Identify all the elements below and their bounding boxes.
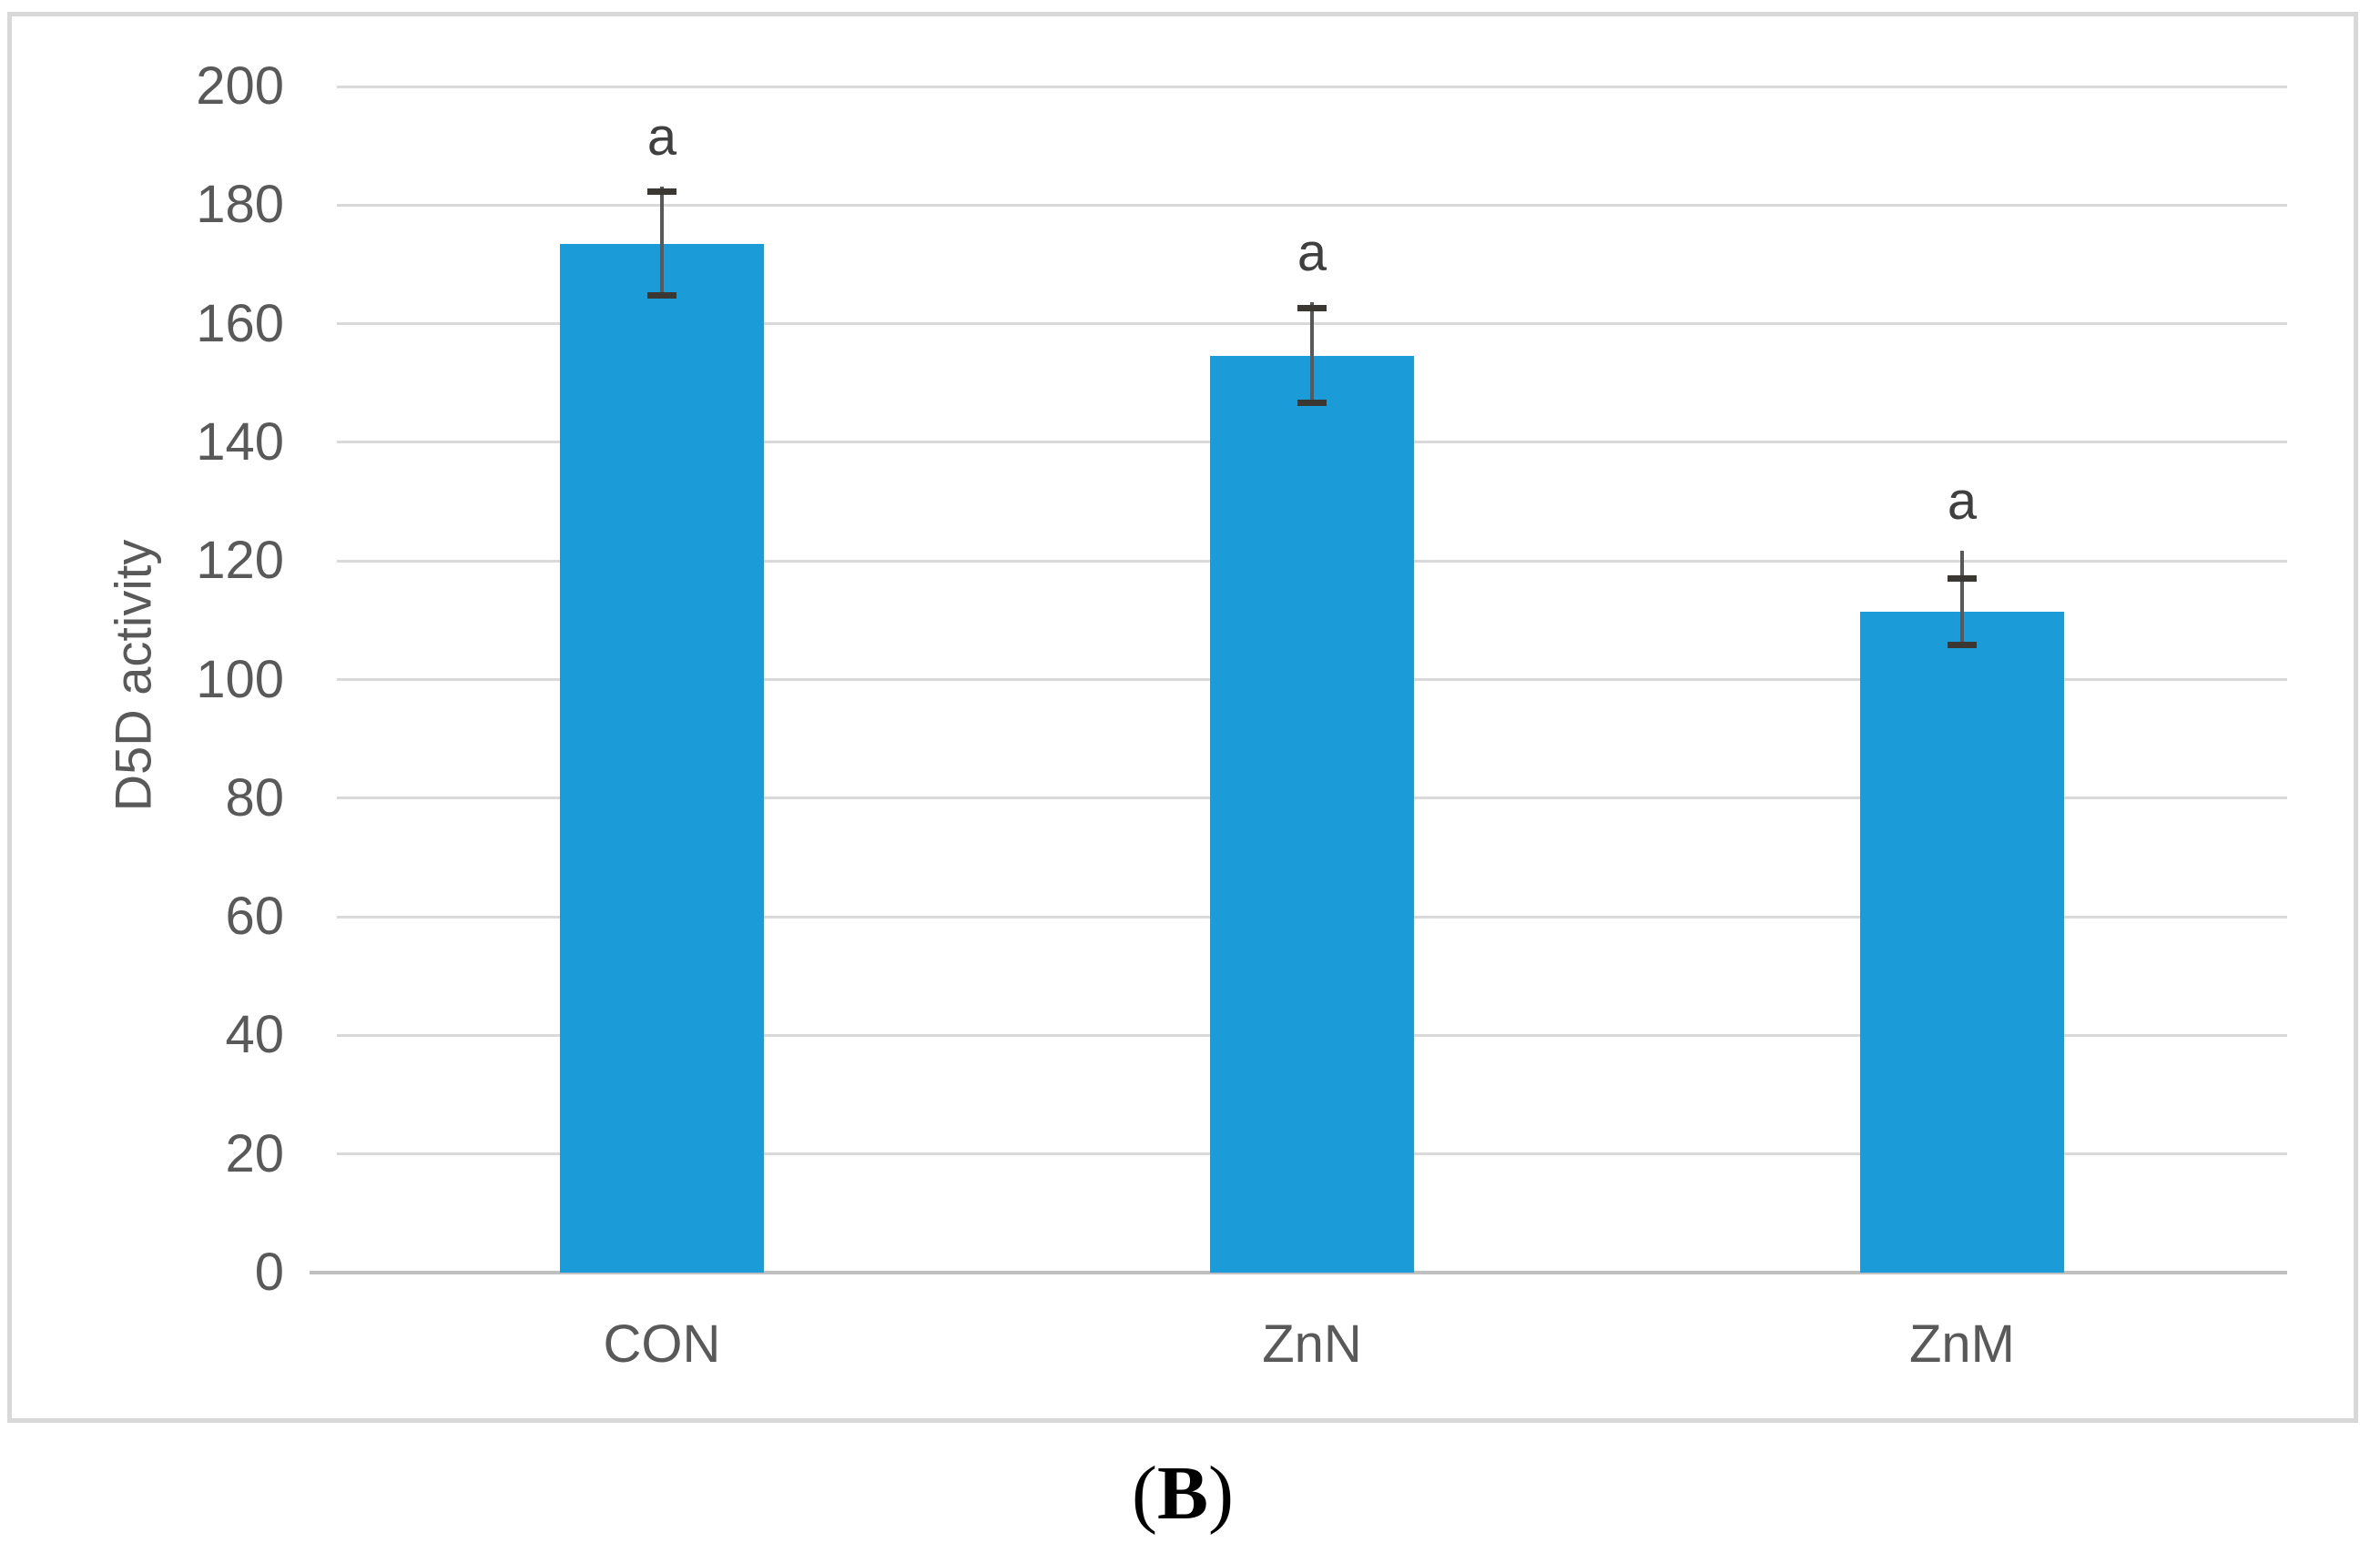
y-axis-tick-label: 180	[196, 175, 284, 235]
significance-letter: a	[646, 107, 677, 167]
y-axis-tick-label: 120	[196, 531, 284, 591]
significance-letter: a	[1297, 223, 1327, 283]
error-bar-lower-cap	[1297, 400, 1327, 407]
error-bar-upper-cap	[1948, 575, 1977, 583]
caption-open-paren: (	[1132, 1451, 1157, 1536]
y-axis-tick-label: 20	[225, 1123, 284, 1183]
error-bar-upper-cap	[647, 188, 676, 196]
significance-letter: a	[1947, 472, 1978, 532]
y-axis-tick-label: 160	[196, 293, 284, 353]
error-bar-whisker	[660, 187, 664, 298]
category-label: ZnN	[1262, 1314, 1362, 1374]
gridline	[337, 85, 2287, 88]
error-bar-lower-cap	[647, 291, 676, 299]
y-axis-tick-label: 0	[254, 1243, 284, 1302]
category-label: ZnM	[1909, 1314, 2015, 1374]
y-axis-tick-label: 100	[196, 649, 284, 709]
caption-letter: B	[1156, 1451, 1209, 1536]
error-bar-whisker	[1960, 551, 1964, 648]
y-axis-title: D5D activity	[104, 539, 162, 812]
error-bar-lower-cap	[1948, 642, 1977, 649]
gridline	[337, 203, 2287, 207]
x-axis-line	[310, 1271, 2287, 1274]
figure-caption: (B)	[7, 1449, 2358, 1538]
y-axis-tick-label: 140	[196, 411, 284, 472]
y-axis-tick-label: 60	[225, 887, 284, 947]
bar	[1860, 611, 2064, 1273]
bar	[1210, 356, 1414, 1273]
category-label: CON	[603, 1314, 721, 1374]
y-axis-tick-label: 40	[225, 1005, 284, 1065]
error-bar-whisker	[1310, 302, 1314, 406]
caption-close-paren: )	[1208, 1451, 1234, 1536]
bar	[560, 243, 764, 1273]
y-axis-tick-label: 80	[225, 767, 284, 827]
error-bar-upper-cap	[1297, 305, 1327, 311]
y-axis-tick-label: 200	[196, 56, 284, 116]
